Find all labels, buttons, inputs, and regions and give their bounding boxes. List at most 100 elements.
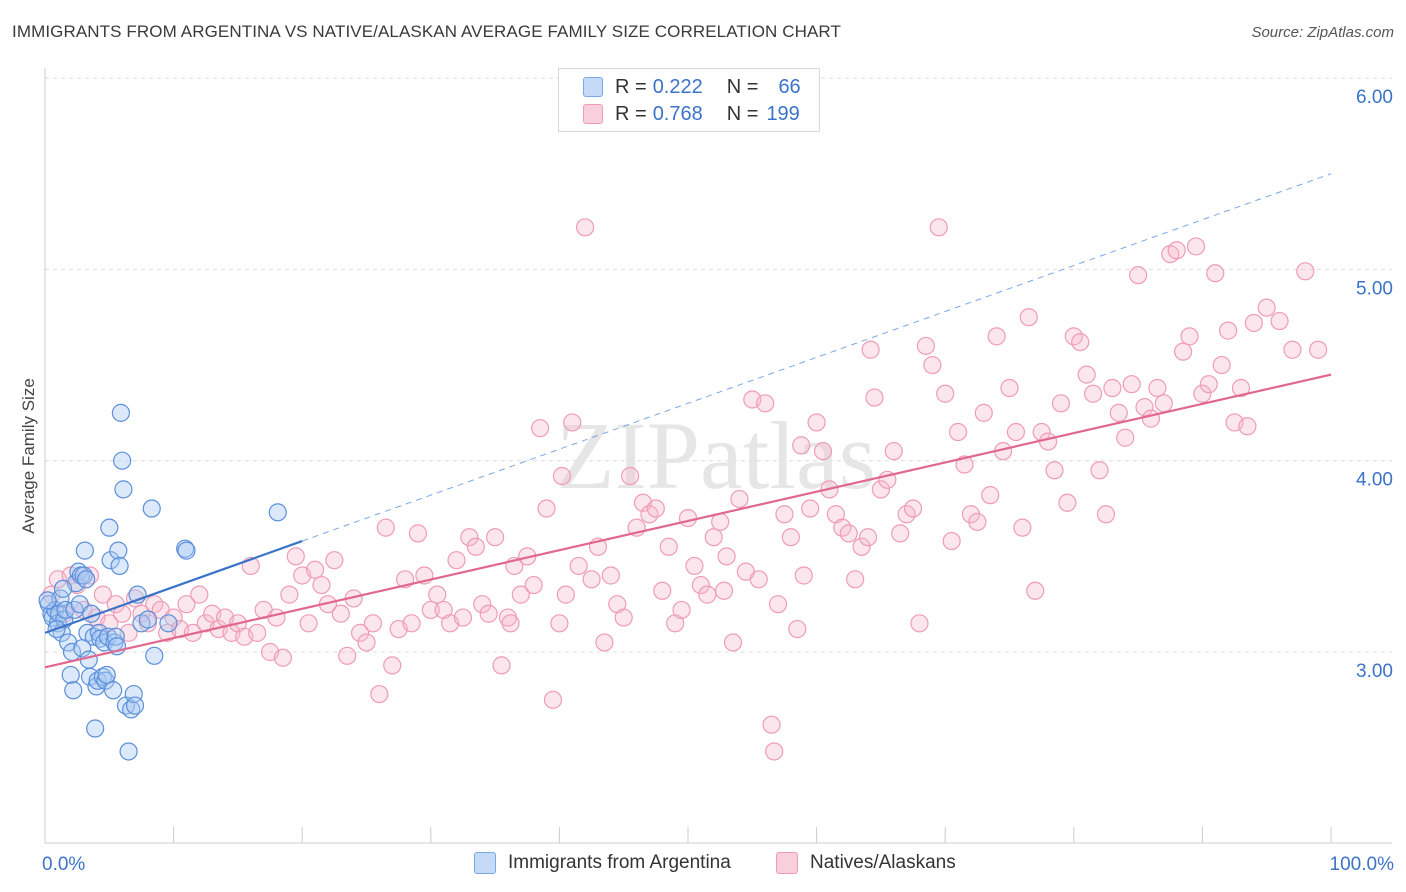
data-point-natives [338,646,357,665]
data-point-natives [1238,417,1257,436]
data-point-natives [531,419,550,438]
legend-r-value: 0.768 [652,102,703,125]
data-point-natives [1167,241,1186,260]
data-point-natives [299,614,318,633]
data-point-natives [852,537,871,556]
y-tick-label: 4.00 [1356,470,1393,491]
legend-r-label: R = [615,75,647,98]
data-point-argentina [177,541,196,560]
data-point-natives [428,585,447,604]
data-point-natives [1193,384,1212,403]
data-point-natives [402,614,421,633]
data-point-natives [350,623,370,642]
data-point-argentina [38,591,57,610]
data-point-natives [447,551,466,570]
correlation-legend: R = 0.222 N = 66 R = 0.768 N = 199 [558,68,820,132]
legend-n-value: 199 [766,102,800,125]
data-point-natives [621,466,640,486]
data-point-natives [923,355,942,375]
data-point-natives [987,327,1006,346]
grid-lines [45,77,1392,653]
axes [44,68,1392,844]
data-point-natives [839,524,858,543]
data-point-argentina [114,480,133,499]
data-point-natives [376,518,395,537]
data-point-natives [556,585,575,604]
data-point-natives [486,528,505,547]
data-point-natives [479,604,498,623]
data-point-argentina [96,671,115,690]
data-point-natives [550,614,569,633]
data-point-natives [1309,340,1328,359]
data-point-argentina [125,696,145,715]
data-point-natives [357,633,376,652]
data-point-natives [331,604,350,623]
data-point-natives [614,608,633,627]
data-point-natives [383,656,402,675]
data-point-natives [511,585,530,604]
data-point-natives [910,614,929,633]
data-point-argentina [159,614,178,633]
data-point-natives [1206,264,1225,283]
data-point-argentina [75,541,94,560]
data-point-natives [659,537,678,556]
data-point-natives [248,623,267,642]
series-immigrants-argentina-points [38,403,287,761]
data-point-natives [981,486,1000,505]
data-point-natives [280,585,299,604]
data-point-natives [846,570,865,589]
data-point-natives [861,340,880,359]
data-point-argentina [104,681,123,700]
data-point-natives [765,742,784,761]
data-point-natives [1257,298,1276,317]
data-point-argentina [109,541,128,560]
data-point-natives [1141,409,1161,428]
data-point-argentina [106,627,125,646]
data-point-natives [1231,378,1251,398]
data-point-argentina [110,556,129,576]
legend-r-value: 0.222 [652,75,703,98]
data-point-natives [1296,262,1315,281]
data-point-natives [1135,398,1154,417]
data-point-natives [177,595,196,614]
data-point-natives [936,384,955,403]
data-point-natives [601,566,620,585]
data-point-natives [1283,340,1302,359]
data-point-argentina [100,518,119,537]
data-point-argentina [86,719,105,738]
data-point-natives [267,608,286,627]
data-point-natives [1096,505,1116,524]
data-point-natives [858,528,878,547]
data-point-natives [466,537,485,556]
data-point-natives [1083,384,1103,403]
data-point-natives [370,684,389,704]
data-point-natives [1109,403,1128,422]
y-tick-label: 6.00 [1356,87,1393,108]
data-point-natives [576,218,595,237]
data-point-natives [1219,321,1238,340]
chart-title: IMMIGRANTS FROM ARGENTINA VS NATIVE/ALAS… [12,22,841,41]
data-point-natives [552,466,572,486]
data-point-natives [1006,422,1026,442]
data-point-argentina [113,451,132,470]
data-point-natives [138,614,157,633]
y-tick-labels: 3.00 4.00 5.00 6.00 [1356,87,1393,682]
data-point-natives [1026,581,1045,600]
data-point-natives [698,585,717,604]
data-point-natives [865,388,884,407]
data-point-natives [1244,313,1263,333]
data-point-natives [704,528,723,547]
data-point-natives [717,547,736,566]
data-point-natives [891,524,910,543]
data-point-natives [286,547,305,566]
legend-swatch-blue [583,77,603,97]
data-point-natives [1000,378,1019,398]
data-point-argentina [101,551,120,570]
data-point-natives [691,575,710,595]
data-point-natives [781,528,800,547]
x-tick-label: 0.0% [42,854,85,875]
data-point-natives [974,403,993,422]
data-point-natives [537,499,556,518]
data-point-natives [408,524,428,543]
